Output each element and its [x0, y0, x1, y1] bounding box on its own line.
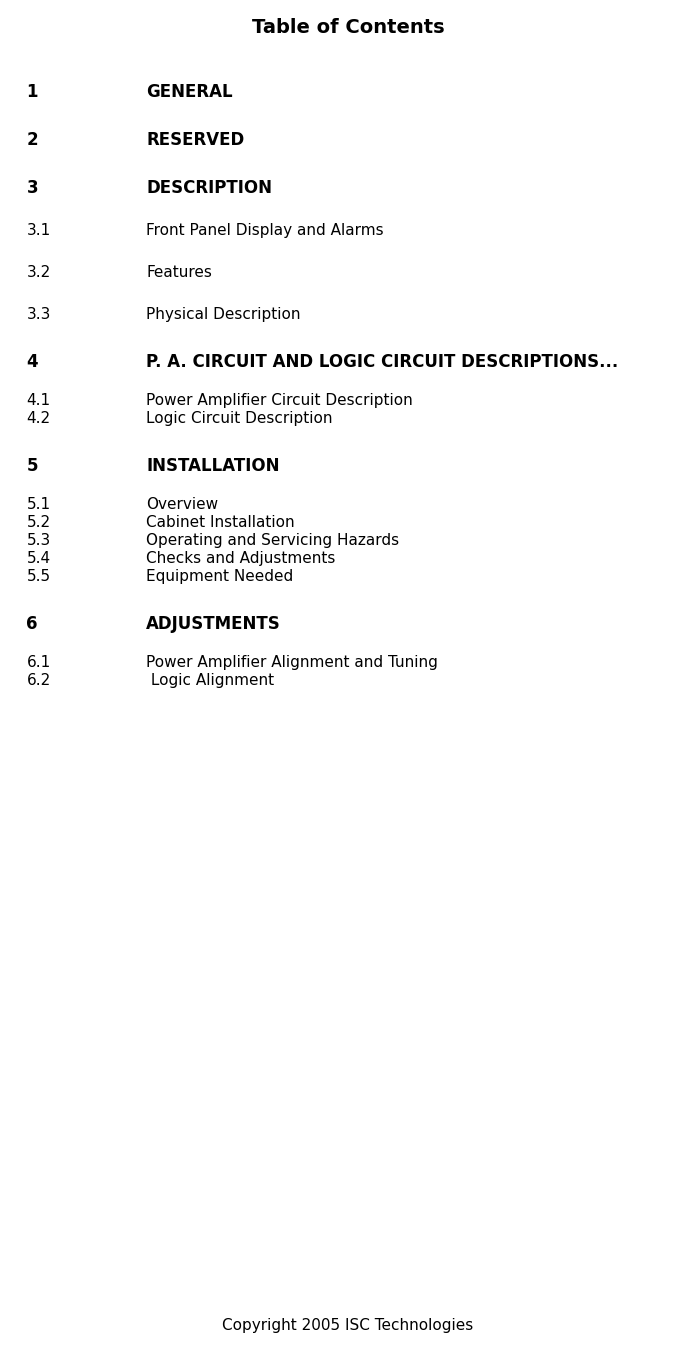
- Text: Cabinet Installation: Cabinet Installation: [146, 515, 295, 529]
- Text: 3.3: 3.3: [26, 307, 51, 322]
- Text: 5.5: 5.5: [26, 568, 51, 585]
- Text: Logic Alignment: Logic Alignment: [146, 674, 274, 688]
- Text: Logic Circuit Description: Logic Circuit Description: [146, 411, 333, 426]
- Text: 5.3: 5.3: [26, 533, 51, 548]
- Text: DESCRIPTION: DESCRIPTION: [146, 179, 272, 197]
- Text: Overview: Overview: [146, 497, 219, 512]
- Text: Front Panel Display and Alarms: Front Panel Display and Alarms: [146, 224, 383, 238]
- Text: 5.4: 5.4: [26, 551, 51, 566]
- Text: Power Amplifier Alignment and Tuning: Power Amplifier Alignment and Tuning: [146, 655, 438, 669]
- Text: ADJUSTMENTS: ADJUSTMENTS: [146, 616, 281, 633]
- Text: P. A. CIRCUIT AND LOGIC CIRCUIT DESCRIPTIONS...: P. A. CIRCUIT AND LOGIC CIRCUIT DESCRIPT…: [146, 353, 619, 370]
- Text: Physical Description: Physical Description: [146, 307, 301, 322]
- Text: Checks and Adjustments: Checks and Adjustments: [146, 551, 335, 566]
- Text: 5: 5: [26, 457, 38, 475]
- Text: RESERVED: RESERVED: [146, 131, 244, 150]
- Text: GENERAL: GENERAL: [146, 84, 232, 101]
- Text: 3.1: 3.1: [26, 224, 51, 238]
- Text: 5.1: 5.1: [26, 497, 51, 512]
- Text: 6: 6: [26, 616, 38, 633]
- Text: Power Amplifier Circuit Description: Power Amplifier Circuit Description: [146, 393, 413, 408]
- Text: Equipment Needed: Equipment Needed: [146, 568, 294, 585]
- Text: 1: 1: [26, 84, 38, 101]
- Text: 2: 2: [26, 131, 38, 150]
- Text: 6.1: 6.1: [26, 655, 51, 669]
- Text: 4: 4: [26, 353, 38, 370]
- Text: 6.2: 6.2: [26, 674, 51, 688]
- Text: Table of Contents: Table of Contents: [252, 18, 444, 36]
- Text: Operating and Servicing Hazards: Operating and Servicing Hazards: [146, 533, 400, 548]
- Text: Copyright 2005 ISC Technologies: Copyright 2005 ISC Technologies: [223, 1317, 473, 1334]
- Text: 5.2: 5.2: [26, 515, 51, 529]
- Text: INSTALLATION: INSTALLATION: [146, 457, 280, 475]
- Text: 4.1: 4.1: [26, 393, 51, 408]
- Text: 4.2: 4.2: [26, 411, 51, 426]
- Text: 3.2: 3.2: [26, 265, 51, 280]
- Text: Features: Features: [146, 265, 212, 280]
- Text: 3: 3: [26, 179, 38, 197]
